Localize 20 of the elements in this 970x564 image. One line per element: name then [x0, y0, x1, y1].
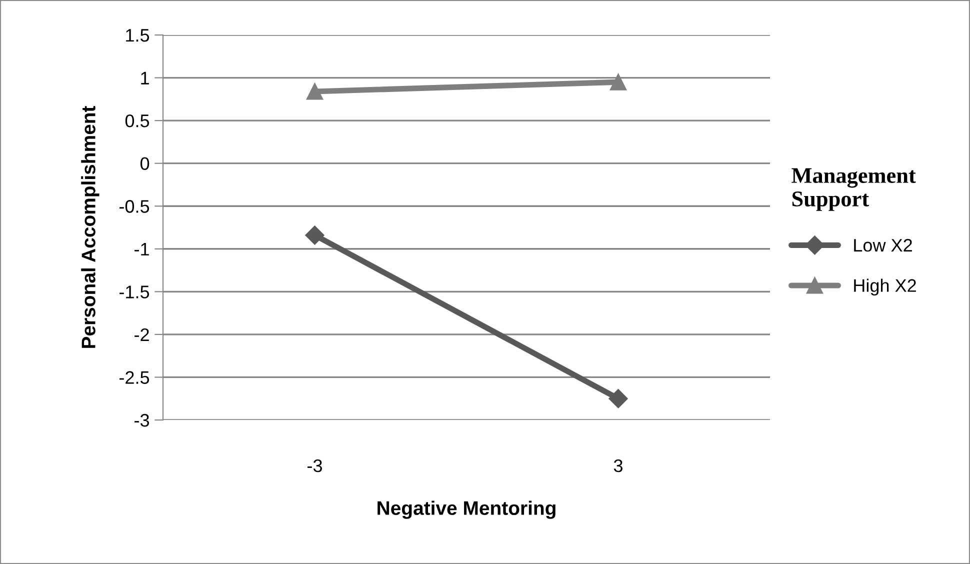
y-axis-title: Personal Accomplishment [81, 106, 100, 348]
y-tick-label: -1 [134, 243, 149, 256]
y-tick-label: -2 [134, 328, 149, 341]
y-tick-label: -3 [134, 414, 150, 427]
y-tick-label: -1.5 [120, 286, 150, 298]
point [608, 389, 628, 408]
y-tick-label: 1.5 [126, 29, 150, 42]
y-tick-label: 0.5 [125, 114, 150, 128]
point [306, 83, 324, 100]
y-tick-label: -0.5 [120, 200, 150, 213]
y-tick-label: -2.5 [120, 371, 150, 384]
point [610, 74, 627, 90]
x-axis-title: Negative Mentoring [378, 500, 556, 519]
legend-label: Low X2 [854, 238, 912, 252]
y-tick-label: 1 [141, 72, 149, 84]
legend-label: High X2 [854, 278, 916, 296]
y-tick-label: 0 [140, 157, 150, 170]
point [305, 226, 324, 245]
legend-title: Management Support [792, 168, 916, 211]
x-tick-label: 3 [614, 459, 622, 472]
